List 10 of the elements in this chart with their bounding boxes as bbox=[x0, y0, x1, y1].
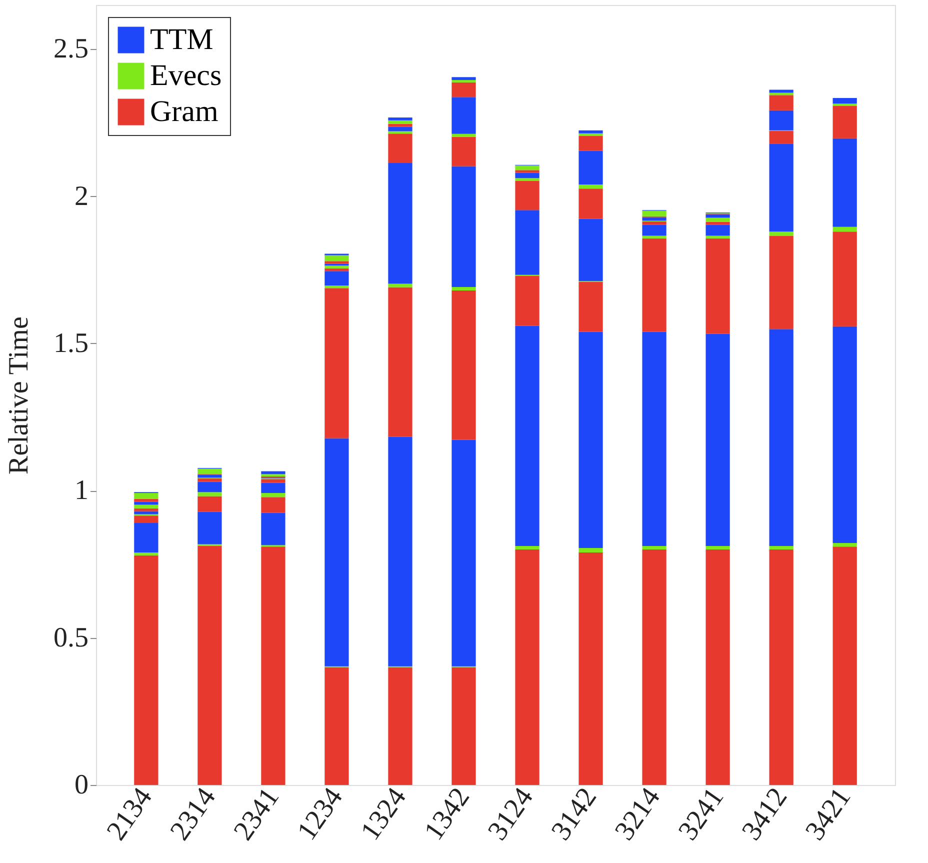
legend-label: Evecs bbox=[150, 59, 222, 92]
legend-label: Gram bbox=[150, 95, 218, 128]
y-axis-title: Relative Time bbox=[4, 316, 34, 474]
y-tick-label: 1.5 bbox=[54, 328, 88, 359]
y-tick-label: 0 bbox=[74, 770, 88, 800]
y-tick-label: 2 bbox=[74, 180, 88, 212]
y-tick-label: 2.5 bbox=[54, 34, 88, 65]
y-tick-label: 0.5 bbox=[54, 622, 88, 654]
y-tick-label: 1 bbox=[74, 475, 88, 506]
legend-label: TTM bbox=[150, 23, 214, 56]
